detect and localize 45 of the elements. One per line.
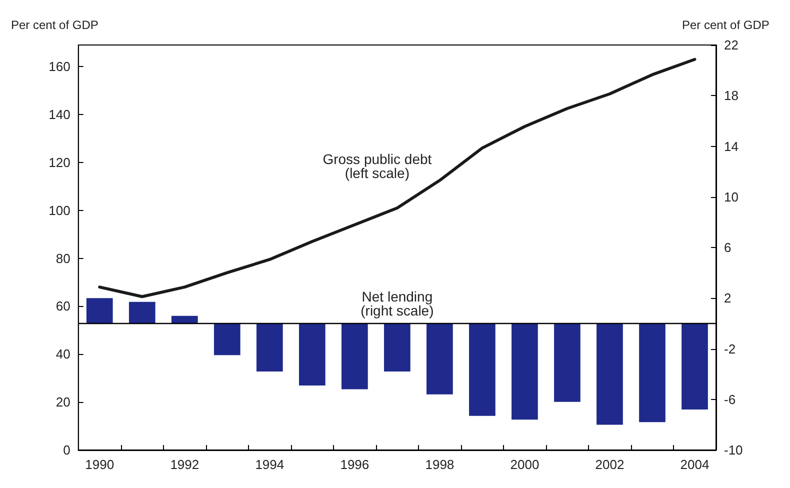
bar bbox=[128, 302, 156, 324]
bar bbox=[512, 323, 538, 420]
x-tick-label: 1990 bbox=[85, 457, 114, 472]
y-tick-label: 20 bbox=[56, 394, 70, 410]
bar bbox=[298, 323, 326, 386]
y-tick-label: 80 bbox=[56, 250, 70, 266]
bar bbox=[171, 316, 198, 324]
bar bbox=[214, 323, 240, 356]
y-tick-label: 140 bbox=[48, 106, 70, 122]
bar bbox=[469, 323, 496, 416]
bar bbox=[86, 298, 113, 324]
y2-tick-label: -10 bbox=[724, 442, 743, 458]
y-tick-label: 120 bbox=[48, 154, 70, 170]
x-tick-label: 1992 bbox=[170, 457, 200, 472]
x-tick-label: 2002 bbox=[595, 457, 624, 472]
series-label: Gross public debt (left scale) bbox=[322, 150, 432, 181]
bar bbox=[384, 323, 410, 372]
x-tick-label: 1998 bbox=[425, 457, 454, 472]
y-tick-label: 60 bbox=[56, 298, 70, 314]
series-label: Net lending (right scale) bbox=[360, 288, 434, 318]
y2-tick-label: 14 bbox=[724, 138, 738, 154]
y2-tick-label: 2 bbox=[724, 290, 732, 306]
y-tick-label: 40 bbox=[56, 346, 70, 362]
y-tick-label: 160 bbox=[48, 59, 70, 74]
y2-axis-title: Per cent of GDP bbox=[682, 18, 770, 32]
x-tick-label: 1996 bbox=[340, 457, 370, 472]
bar bbox=[682, 323, 708, 410]
y2-tick-label: 22 bbox=[724, 38, 738, 52]
y2-tick-label: 10 bbox=[724, 189, 738, 204]
y-axis-title: Per cent of GDP bbox=[10, 18, 98, 32]
y-tick-label: 100 bbox=[48, 202, 70, 218]
y-tick-label: 0 bbox=[63, 442, 70, 458]
y2-tick-label: 6 bbox=[724, 240, 732, 255]
bar bbox=[554, 323, 580, 402]
x-tick-label: 1994 bbox=[255, 457, 284, 472]
bar bbox=[596, 323, 623, 425]
bar bbox=[256, 323, 283, 372]
y2-tick-label: -6 bbox=[724, 392, 736, 407]
bar bbox=[639, 323, 666, 422]
x-tick-label: 2000 bbox=[510, 457, 540, 472]
bar bbox=[342, 323, 368, 390]
bar bbox=[426, 323, 453, 394]
y2-tick-label: 18 bbox=[724, 88, 738, 104]
y2-tick-label: -2 bbox=[724, 341, 736, 356]
x-tick-label: 2004 bbox=[680, 457, 710, 472]
